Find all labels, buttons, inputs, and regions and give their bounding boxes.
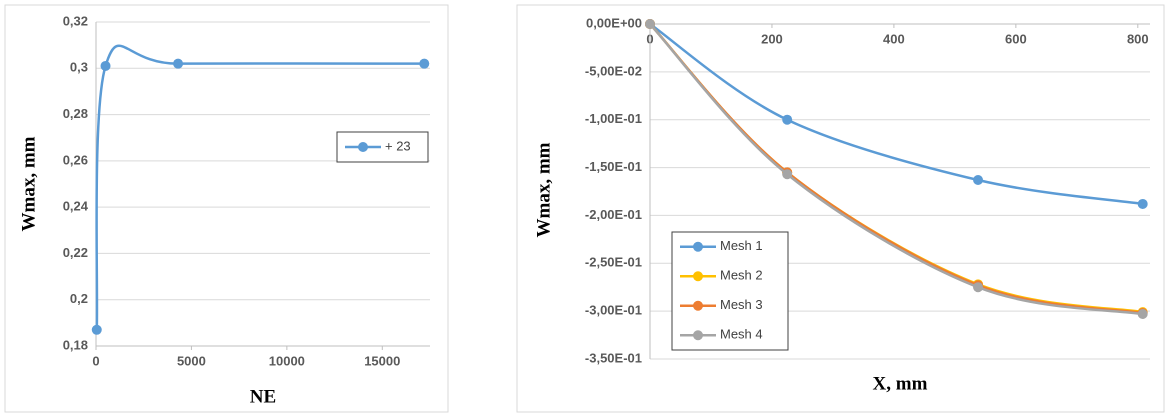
legend-marker bbox=[693, 241, 703, 252]
chart-frame bbox=[4, 4, 449, 413]
data-point bbox=[91, 324, 102, 335]
x-tick-label: 0 bbox=[92, 353, 99, 368]
data-point bbox=[973, 282, 984, 293]
y-tick-label: -2,50E-01 bbox=[585, 255, 642, 270]
x-axis-title: X, mm bbox=[873, 373, 928, 394]
legend-marker bbox=[693, 300, 703, 311]
legend-label: + 23 bbox=[385, 138, 411, 153]
legend-label: Mesh 1 bbox=[720, 238, 763, 253]
data-point bbox=[973, 175, 984, 186]
legend-marker bbox=[693, 330, 703, 341]
y-tick-label: 0,18 bbox=[63, 337, 88, 352]
x-tick-label: 200 bbox=[761, 31, 783, 46]
y-axis-title: Wmax, mm bbox=[18, 136, 39, 231]
data-point bbox=[173, 58, 184, 69]
data-point bbox=[782, 169, 793, 180]
y-axis-title: Wmax, mm bbox=[533, 142, 554, 237]
x-axis-title: NE bbox=[250, 386, 276, 407]
y-tick-label: 0,28 bbox=[63, 106, 88, 121]
data-point bbox=[645, 19, 655, 29]
y-tick-label: 0,00E+00 bbox=[586, 15, 642, 30]
y-tick-label: 0,32 bbox=[63, 13, 88, 28]
legend-marker bbox=[693, 271, 703, 282]
data-point bbox=[782, 114, 793, 125]
x-tick-label: 15000 bbox=[364, 353, 400, 368]
series-line bbox=[95, 44, 425, 330]
y-tick-label: 0,2 bbox=[70, 291, 88, 306]
series-line bbox=[649, 23, 1143, 316]
y-tick-label: 0,26 bbox=[63, 152, 88, 167]
data-point bbox=[1137, 198, 1148, 209]
y-tick-label: -2,00E-01 bbox=[585, 207, 642, 222]
y-tick-label: 0,3 bbox=[70, 60, 88, 75]
y-tick-label: -3,50E-01 bbox=[585, 350, 642, 365]
y-tick-label: 0,24 bbox=[63, 199, 89, 214]
data-point bbox=[100, 60, 111, 71]
legend-label: Mesh 3 bbox=[720, 297, 763, 312]
legend-box bbox=[671, 231, 789, 351]
x-tick-label: 400 bbox=[883, 31, 905, 46]
x-tick-label: 800 bbox=[1127, 31, 1149, 46]
series-line bbox=[649, 22, 1143, 206]
data-point bbox=[1137, 309, 1148, 320]
y-tick-label: 0,22 bbox=[63, 245, 88, 260]
x-tick-label: 10000 bbox=[269, 353, 305, 368]
y-tick-label: -1,50E-01 bbox=[585, 159, 642, 174]
x-tick-label: 5000 bbox=[177, 353, 206, 368]
x-tick-label: 600 bbox=[1005, 31, 1027, 46]
y-tick-label: -1,00E-01 bbox=[585, 111, 642, 126]
legend-marker bbox=[358, 142, 368, 152]
chart-frame bbox=[516, 4, 1165, 413]
y-tick-label: -5,00E-02 bbox=[585, 63, 642, 78]
data-point bbox=[419, 58, 430, 69]
legend-label: Mesh 2 bbox=[720, 268, 763, 283]
legend-label: Mesh 4 bbox=[720, 327, 763, 342]
y-tick-label: -3,00E-01 bbox=[585, 303, 642, 318]
